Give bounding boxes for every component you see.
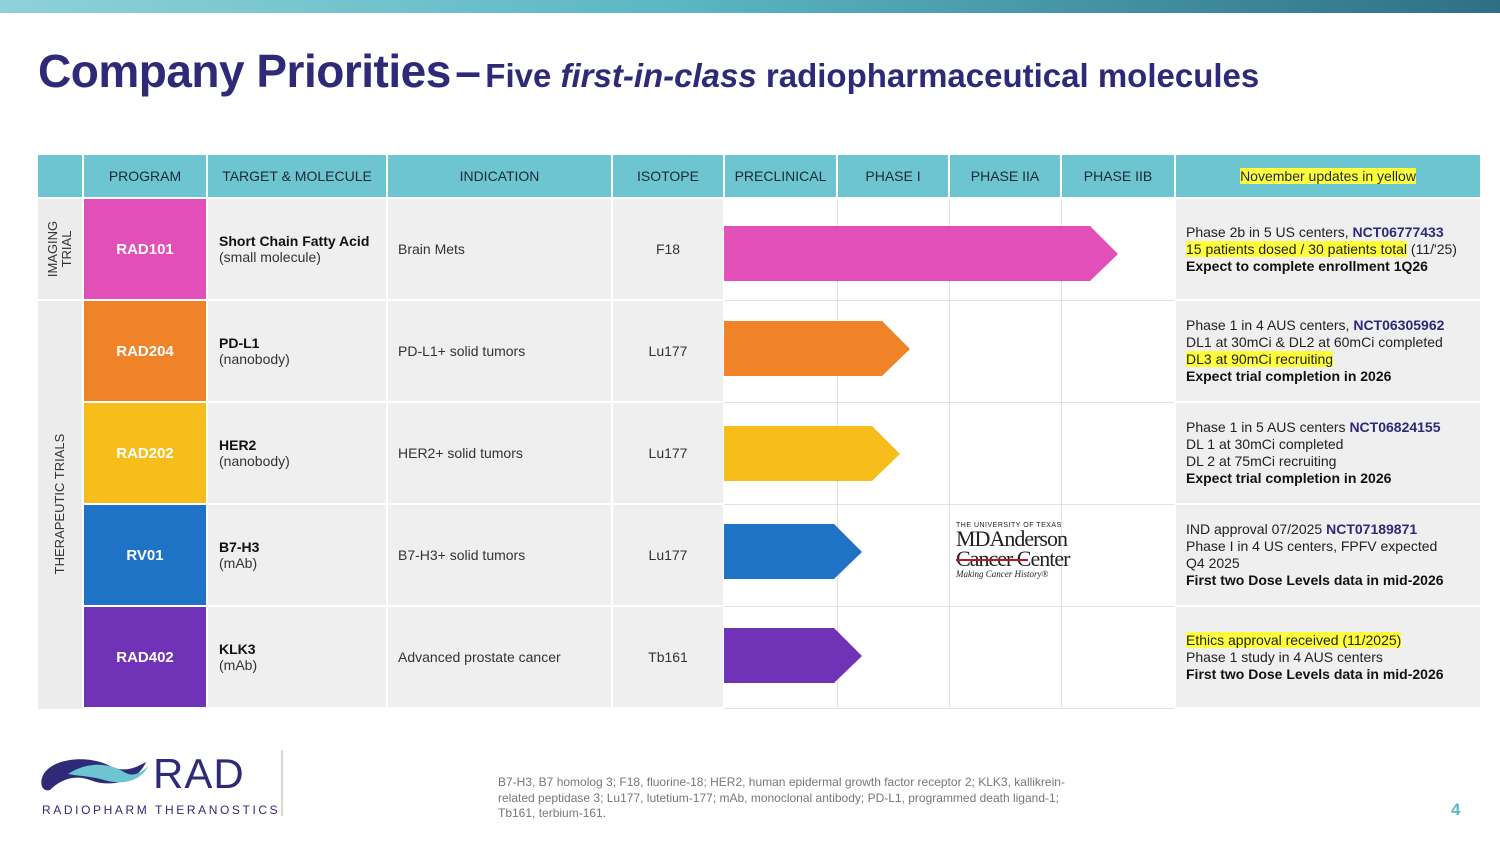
- row-divider: [724, 708, 1174, 709]
- header-phase2a: PHASE IIA: [950, 155, 1060, 197]
- row-divider: [724, 606, 1174, 607]
- indication-cell: Brain Mets: [388, 199, 611, 299]
- phase-divider: [1061, 199, 1062, 709]
- logo-line: Making Cancer History®: [956, 569, 1049, 579]
- header-indication: INDICATION: [388, 155, 611, 197]
- indication-cell: B7-H3+ solid tumors: [388, 505, 611, 605]
- progress-arrow-rad202: [724, 426, 900, 481]
- program-rad204: RAD204: [84, 301, 206, 401]
- title-dash: –: [455, 45, 481, 97]
- md-anderson-logo: THE UNIVERSITY OF TEXAS MDAnderson Cance…: [956, 522, 1076, 586]
- rad-logo-name: RAD: [153, 750, 245, 797]
- row-divider: [724, 504, 1174, 505]
- group-therapeutic-band: THERAPEUTIC TRIALS: [38, 301, 82, 709]
- header-updates: November updates in yellow: [1176, 155, 1480, 197]
- title-main: Company Priorities: [38, 45, 451, 97]
- updates-rad101: Phase 2b in 5 US centers, NCT06777433 15…: [1176, 199, 1480, 299]
- progress-arrow-rad402: [724, 628, 862, 683]
- updates-rad204: Phase 1 in 4 AUS centers, NCT06305962 DL…: [1176, 301, 1480, 401]
- header-isotope: ISOTOPE: [613, 155, 723, 197]
- program-rad101: RAD101: [84, 199, 206, 299]
- updates-rad402: Ethics approval received (11/2025) Phase…: [1176, 607, 1480, 707]
- target-cell: Short Chain Fatty Acid (small molecule): [208, 199, 386, 299]
- group-therapeutic-label: THERAPEUTIC TRIALS: [52, 433, 67, 575]
- indication-cell: HER2+ solid tumors: [388, 403, 611, 503]
- footnote: B7-H3, B7 homolog 3; F18, fluorine-18; H…: [498, 775, 1065, 820]
- updates-rv01: IND approval 07/2025 NCT07189871 Phase I…: [1176, 505, 1480, 605]
- target-cell: PD-L1 (nanobody): [208, 301, 386, 401]
- indication-cell: PD-L1+ solid tumors: [388, 301, 611, 401]
- phase-divider: [949, 199, 950, 709]
- header-blank: [38, 155, 82, 197]
- logo-strike: [956, 559, 1028, 561]
- target-cell: B7-H3 (mAb): [208, 505, 386, 605]
- target-cell: HER2 (nanobody): [208, 403, 386, 503]
- header-program: PROGRAM: [84, 155, 206, 197]
- group-imaging-band: IMAGING TRIAL: [38, 199, 82, 299]
- header-preclinical: PRECLINICAL: [725, 155, 836, 197]
- isotope-cell: Tb161: [613, 607, 723, 707]
- program-rad202: RAD202: [84, 403, 206, 503]
- header-phase2b: PHASE IIB: [1062, 155, 1174, 197]
- isotope-cell: Lu177: [613, 505, 723, 605]
- updates-rad202: Phase 1 in 5 AUS centers NCT06824155 DL …: [1176, 403, 1480, 503]
- indication-cell: Advanced prostate cancer: [388, 607, 611, 707]
- logo-line: THE UNIVERSITY OF TEXAS: [956, 522, 1062, 529]
- row-divider: [724, 402, 1174, 403]
- isotope-cell: Lu177: [613, 403, 723, 503]
- program-rv01: RV01: [84, 505, 206, 605]
- rad-logo-tagline: RADIOPHARM THERANOSTICS: [42, 803, 281, 817]
- page-number: 4: [1451, 800, 1461, 819]
- progress-arrow-rv01: [724, 524, 862, 579]
- target-cell: KLK3 (mAb): [208, 607, 386, 707]
- isotope-cell: F18: [613, 199, 723, 299]
- isotope-cell: Lu177: [613, 301, 723, 401]
- rad-logo-mark: [41, 759, 148, 791]
- page-title: Company Priorities – Five first-in-class…: [38, 44, 1259, 98]
- rad-logo: RAD RADIOPHARM THERANOSTICS: [38, 748, 278, 820]
- program-rad402: RAD402: [84, 607, 206, 707]
- group-imaging-label: IMAGING TRIAL: [45, 220, 74, 278]
- top-accent-bar: [0, 0, 1500, 13]
- logo-line: Cancer Center: [956, 546, 1070, 571]
- logo-separator: [281, 750, 283, 816]
- header-phase1: PHASE I: [838, 155, 948, 197]
- row-divider: [724, 300, 1174, 301]
- progress-arrow-rad101: [724, 226, 1118, 281]
- progress-arrow-rad204: [724, 321, 910, 376]
- logo-line: MDAnderson: [956, 526, 1068, 551]
- header-target: TARGET & MOLECULE: [208, 155, 386, 197]
- title-subtitle: Five first-in-class radiopharmaceutical …: [485, 57, 1260, 94]
